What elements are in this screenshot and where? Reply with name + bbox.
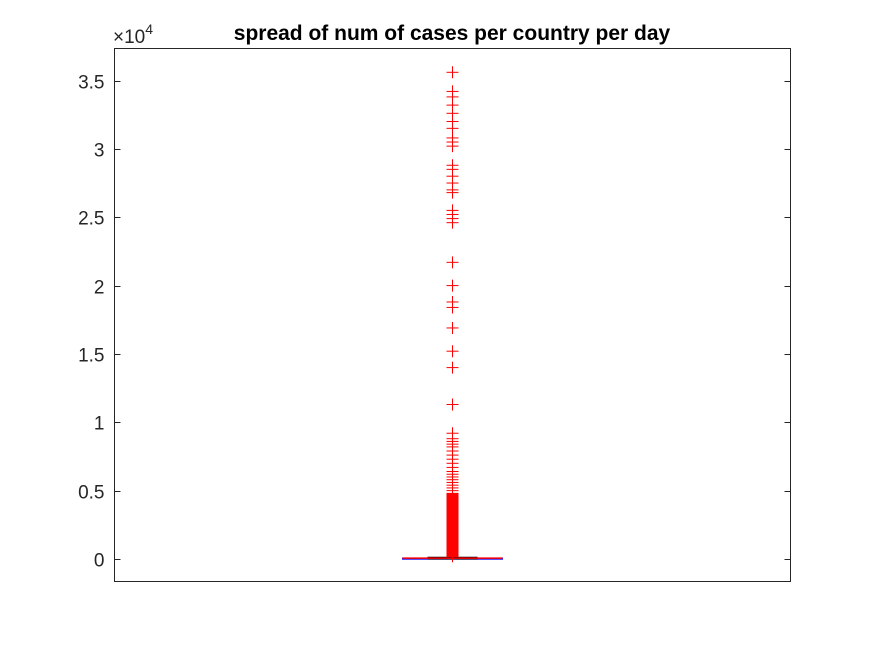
outlier-point <box>446 301 459 314</box>
y-tick-label: 3 <box>94 141 105 162</box>
y-tick-label: 1.5 <box>78 346 104 367</box>
outlier-point <box>446 345 459 358</box>
outlier-point <box>446 216 459 229</box>
outlier-point <box>446 186 459 199</box>
outlier-markers <box>446 66 459 563</box>
outlier-point <box>446 279 459 292</box>
y-tick-label: 2.5 <box>78 209 104 230</box>
y-axis: 0 0.5 1 1.5 2 2.5 3 3.5 <box>78 73 791 572</box>
outlier-point <box>446 66 459 79</box>
y-tick-label: 1 <box>94 414 105 435</box>
y-exponent-power: 4 <box>145 21 153 37</box>
outlier-point <box>446 256 459 269</box>
y-tick-label: 3.5 <box>78 73 104 94</box>
outlier-point <box>446 361 459 374</box>
outlier-point <box>446 321 459 334</box>
y-tick-label: 0 <box>94 551 105 572</box>
y-tick-label: 2 <box>94 278 105 299</box>
chart-title: spread of num of cases per country per d… <box>234 22 671 45</box>
outlier-dense-band <box>446 493 459 557</box>
outlier-point <box>446 140 459 153</box>
y-exponent-label: ×104 <box>113 21 153 48</box>
outlier-point <box>446 398 459 411</box>
y-exponent-base: ×10 <box>113 27 145 48</box>
y-tick-label: 0.5 <box>78 483 104 504</box>
